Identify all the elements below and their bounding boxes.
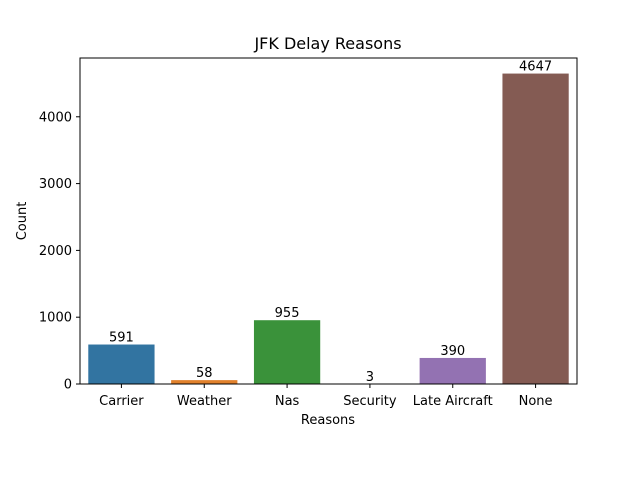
chart-title: JFK Delay Reasons [253, 34, 401, 53]
data-label-weather: 58 [196, 366, 213, 381]
y-axis-label: Count [15, 202, 30, 241]
bar-late-aircraft [419, 357, 486, 384]
bar-weather [171, 380, 238, 384]
axes-frame [79, 57, 578, 385]
data-label-none: 4647 [519, 60, 552, 75]
y-tick-label-3000: 3000 [39, 177, 72, 192]
data-label-carrier: 591 [109, 331, 134, 346]
x-tick-label-carrier: Carrier [99, 394, 144, 409]
y-tick-label-1000: 1000 [39, 311, 72, 326]
x-tick-label-late-aircraft: Late Aircraft [413, 394, 493, 409]
data-label-nas: 955 [275, 306, 300, 321]
x-axis-label: Reasons [301, 413, 355, 428]
x-tick-label-nas: Nas [275, 394, 300, 409]
x-tick-label-weather: Weather [177, 394, 232, 409]
y-tick-label-4000: 4000 [39, 110, 72, 125]
data-label-late-aircraft: 390 [440, 344, 465, 359]
data-label-security: 3 [366, 370, 374, 385]
bar-nas [253, 320, 321, 384]
bar-none [502, 73, 569, 385]
plot-area: Carrier 591 Weather 58 Nas 955 Security 3 Late A… [39, 57, 578, 409]
x-tick-label-security: Security [343, 394, 397, 409]
y-tick-label-0: 0 [64, 378, 72, 393]
y-tick-label-2000: 2000 [39, 244, 72, 259]
bar-carrier [88, 344, 155, 384]
x-tick-label-none: None [519, 394, 553, 409]
